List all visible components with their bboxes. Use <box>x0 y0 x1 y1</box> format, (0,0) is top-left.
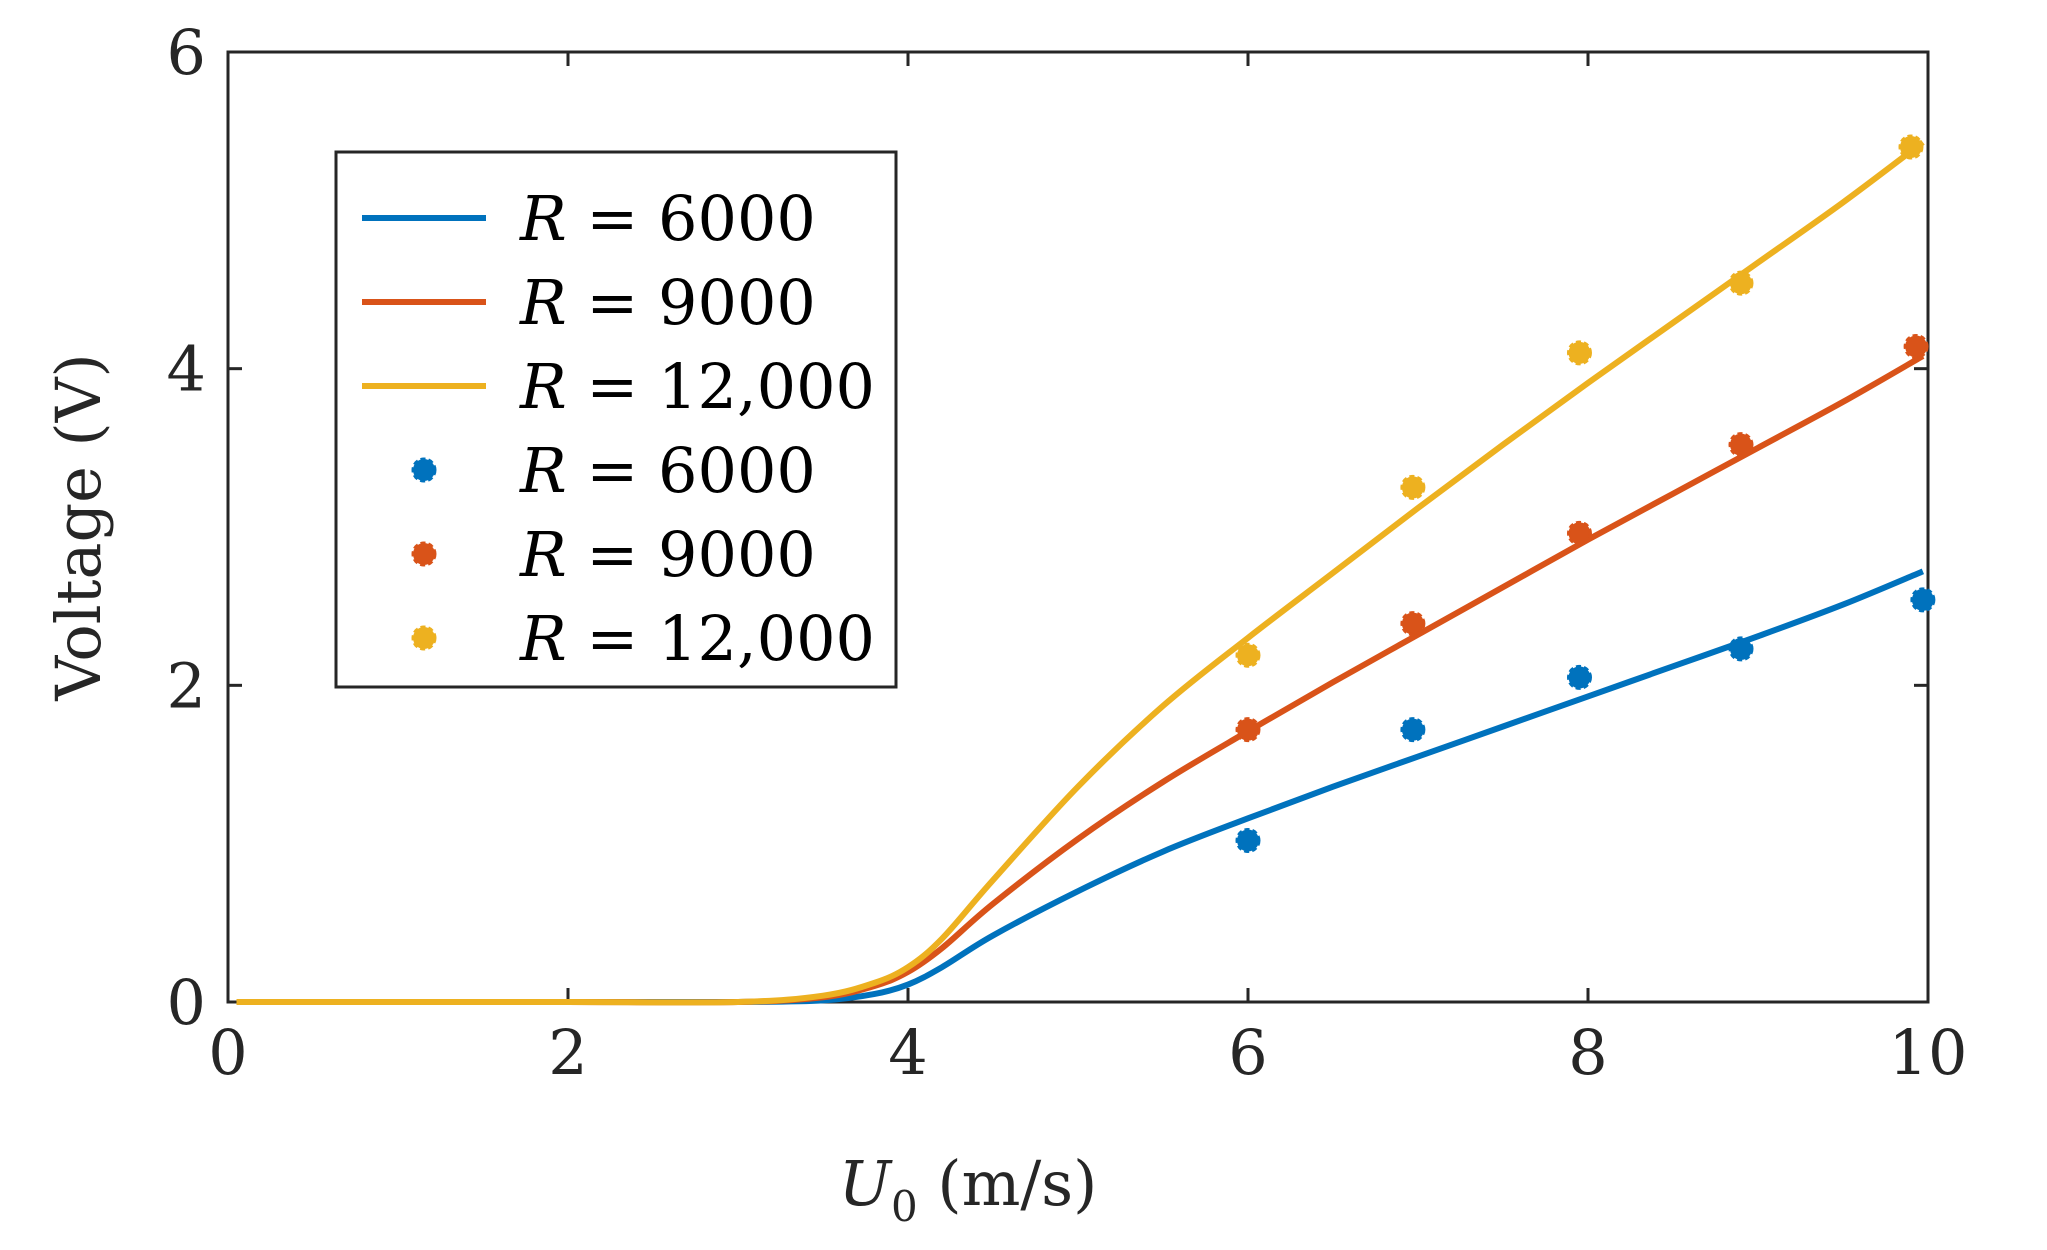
scatter-point-1 <box>1728 432 1754 458</box>
scatter-point-2 <box>1728 270 1754 296</box>
scatter-point-1 <box>1567 520 1592 546</box>
legend-label: R = 6000 <box>519 434 816 507</box>
y-tick-label: 0 <box>167 966 206 1039</box>
y-axis-label: Voltage (V) <box>42 353 115 701</box>
legend-label: R = 9000 <box>519 518 816 591</box>
x-tick-label: 0 <box>208 1016 247 1089</box>
scatter-point-2 <box>1567 340 1592 366</box>
scatter-point-0 <box>1728 636 1754 662</box>
y-tick-label: 6 <box>167 16 206 89</box>
scatter-point-0 <box>1567 664 1592 690</box>
scatter-point-2 <box>1400 474 1426 500</box>
legend-marker-swatch <box>411 625 437 651</box>
legend-box <box>334 150 898 689</box>
y-tick-label: 2 <box>167 649 206 722</box>
x-tick-label: 10 <box>1889 1016 1968 1089</box>
legend-label: R = 9000 <box>519 266 816 339</box>
legend-marker-swatch <box>411 541 437 567</box>
legend-label: R = 12,000 <box>519 602 875 675</box>
legend: R = 6000 R = 9000 R = 12,000 R = 6000 R = 90… <box>334 150 898 689</box>
series-line-2 <box>236 139 1925 1006</box>
legend-label: R = 6000 <box>519 182 816 255</box>
y-tick-label: 4 <box>167 333 206 406</box>
scatter-point-1 <box>1903 334 1929 359</box>
axis-ticks <box>226 50 1930 1004</box>
x-tick-label: 6 <box>1228 1016 1267 1089</box>
scatter-point-0 <box>1910 587 1936 613</box>
scatter-point-1 <box>1235 717 1261 743</box>
scatter-point-0 <box>1235 828 1261 853</box>
legend-marker-swatch <box>411 457 437 483</box>
scatter-point-2 <box>1235 642 1261 668</box>
x-tick-label: 2 <box>548 1016 587 1089</box>
scatter-point-2 <box>1898 134 1924 160</box>
scatter-point-0 <box>1400 717 1426 743</box>
model-curves <box>236 139 1925 1006</box>
scatter-point-1 <box>1400 611 1426 637</box>
legend-label: R = 12,000 <box>519 350 875 423</box>
x-tick-label: 4 <box>888 1016 927 1089</box>
x-axis-label: U0 (m/s) <box>839 1147 1098 1231</box>
axis-tick-labels: 0 2 4 6 8 10 0 2 4 6 <box>167 16 1968 1089</box>
x-tick-label: 8 <box>1568 1016 1607 1089</box>
experimental-points <box>1235 134 1936 853</box>
